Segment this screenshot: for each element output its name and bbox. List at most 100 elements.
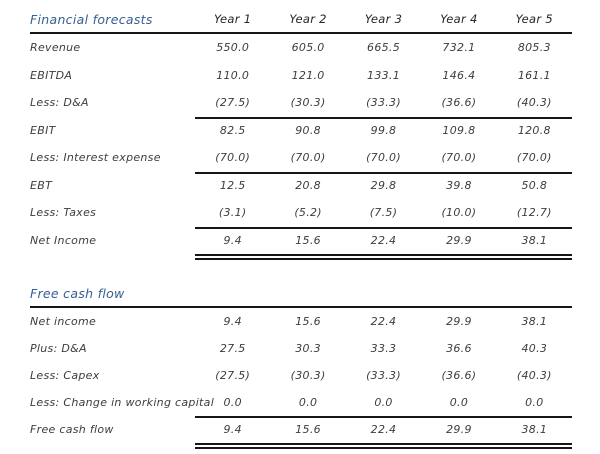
table-row-less-da: Less: D&A (27.5) (30.3) (33.3) (36.6) (4… bbox=[30, 89, 572, 119]
row-label: Less: Change in working capital bbox=[30, 396, 215, 409]
cell-value: 38.1 bbox=[521, 315, 548, 328]
cell-value: (33.3) bbox=[366, 96, 401, 110]
cell-value: (27.5) bbox=[215, 96, 251, 110]
cell-value: 29.9 bbox=[446, 233, 472, 247]
cell-value: (12.7) bbox=[516, 206, 552, 220]
row-values: 110.0 121.0 133.1 146.4 161.1 bbox=[195, 62, 572, 90]
cell-value: (10.0) bbox=[441, 206, 477, 220]
cell-value: 665.5 bbox=[367, 41, 401, 55]
cell-value: 29.9 bbox=[446, 423, 472, 436]
cell-value: (70.0) bbox=[441, 151, 477, 165]
row-values: 550.0 605.0 665.5 732.1 805.3 bbox=[195, 34, 572, 62]
table-row-less-interest: Less: Interest expense (70.0) (70.0) (70… bbox=[30, 144, 572, 174]
row-label: Less: Capex bbox=[30, 369, 100, 382]
column-header-year2: Year 2 bbox=[289, 12, 327, 26]
row-label: Less: Taxes bbox=[30, 206, 97, 220]
fcf-section-title: Free cash flow bbox=[30, 285, 125, 301]
cell-value: (70.0) bbox=[290, 151, 326, 165]
column-header-year5: Year 5 bbox=[515, 12, 554, 26]
cell-value: 805.3 bbox=[517, 41, 551, 55]
cell-value: 0.0 bbox=[374, 396, 393, 409]
cell-value: 12.5 bbox=[219, 178, 246, 192]
cell-value: 29.9 bbox=[446, 315, 472, 328]
cell-value: (70.0) bbox=[516, 151, 552, 165]
cell-value: 0.0 bbox=[449, 396, 469, 409]
fcf-header-row: Free cash flow bbox=[30, 280, 572, 308]
cell-value: 20.8 bbox=[295, 178, 321, 192]
table-row-fcf-net-income: Net income 9.4 15.6 22.4 29.9 38.1 bbox=[30, 308, 572, 335]
cell-value: (40.3) bbox=[516, 96, 552, 110]
forecasts-header-row: Financial forecasts Year 1 Year 2 Year 3… bbox=[30, 6, 572, 34]
cell-value: 15.6 bbox=[295, 423, 321, 436]
cell-value: 109.8 bbox=[442, 123, 476, 137]
cell-value: (40.3) bbox=[516, 369, 552, 382]
row-values: (3.1) (5.2) (7.5) (10.0) (12.7) bbox=[195, 199, 572, 229]
fcf-table: Free cash flow Net income 9.4 15.6 22.4 … bbox=[30, 280, 572, 449]
cell-value: 0.0 bbox=[298, 396, 318, 409]
cell-value: (70.0) bbox=[366, 151, 401, 165]
cell-value: (36.6) bbox=[441, 369, 477, 382]
row-values: (27.5) (30.3) (33.3) (36.6) (40.3) bbox=[195, 89, 572, 119]
cell-value: 120.8 bbox=[517, 123, 551, 137]
cell-value: 110.0 bbox=[216, 68, 250, 82]
cell-value: 15.6 bbox=[295, 233, 321, 247]
cell-value: 22.4 bbox=[370, 233, 397, 247]
row-label: Revenue bbox=[30, 41, 81, 55]
table-row-ebitda: EBITDA 110.0 121.0 133.1 146.4 161.1 bbox=[30, 62, 572, 90]
row-label: Net income bbox=[30, 315, 97, 328]
cell-value: (30.3) bbox=[290, 96, 326, 110]
cell-value: 40.3 bbox=[521, 342, 548, 355]
row-label: Net Income bbox=[30, 233, 97, 247]
cell-value: 0.0 bbox=[525, 396, 544, 409]
cell-value: 605.0 bbox=[291, 41, 325, 55]
table-row-less-capex: Less: Capex (27.5) (30.3) (33.3) (36.6) … bbox=[30, 362, 572, 389]
row-values: 9.4 15.6 22.4 29.9 38.1 bbox=[195, 308, 572, 335]
column-header-year3: Year 3 bbox=[364, 12, 403, 26]
row-values: (27.5) (30.3) (33.3) (36.6) (40.3) bbox=[195, 362, 572, 389]
cell-value: 9.4 bbox=[223, 315, 242, 328]
cell-value: (70.0) bbox=[215, 151, 251, 165]
cell-value: 121.0 bbox=[291, 68, 325, 82]
column-header-year4: Year 4 bbox=[440, 12, 478, 26]
cell-value: 33.3 bbox=[370, 342, 397, 355]
forecasts-section-title: Financial forecasts bbox=[30, 11, 153, 27]
cell-value: 36.6 bbox=[446, 342, 472, 355]
cell-value: (33.3) bbox=[366, 369, 401, 382]
table-row-ebit: EBIT 82.5 90.8 99.8 109.8 120.8 bbox=[30, 117, 572, 145]
row-label: Less: Interest expense bbox=[30, 151, 161, 165]
cell-value: (36.6) bbox=[441, 96, 477, 110]
cell-value: 30.3 bbox=[295, 342, 321, 355]
cell-value: 732.1 bbox=[442, 41, 476, 55]
cell-value: 22.4 bbox=[370, 315, 397, 328]
cell-value: (27.5) bbox=[215, 369, 251, 382]
column-header-year1: Year 1 bbox=[214, 12, 252, 26]
forecasts-table: Financial forecasts Year 1 Year 2 Year 3… bbox=[30, 6, 572, 260]
table-row-revenue: Revenue 550.0 605.0 665.5 732.1 805.3 bbox=[30, 34, 572, 62]
cell-value: (7.5) bbox=[369, 206, 398, 220]
cell-value: 82.5 bbox=[219, 123, 246, 137]
cell-value: 99.8 bbox=[370, 123, 397, 137]
cell-value: 29.8 bbox=[370, 178, 397, 192]
cell-value: (30.3) bbox=[290, 369, 326, 382]
row-label: Plus: D&A bbox=[30, 342, 87, 355]
cell-value: 550.0 bbox=[216, 41, 250, 55]
cell-value: 27.5 bbox=[219, 342, 246, 355]
table-row-free-cash-flow: Free cash flow 9.4 15.6 22.4 29.9 38.1 bbox=[30, 416, 572, 449]
cell-value: 161.1 bbox=[517, 68, 551, 82]
cell-value: (3.1) bbox=[218, 206, 247, 220]
table-row-plus-da: Plus: D&A 27.5 30.3 33.3 36.6 40.3 bbox=[30, 335, 572, 362]
cell-value: 50.8 bbox=[521, 178, 548, 192]
row-label: EBT bbox=[30, 178, 53, 192]
row-label: Free cash flow bbox=[30, 423, 114, 436]
cell-value: 90.8 bbox=[295, 123, 321, 137]
row-values: 12.5 20.8 29.8 39.8 50.8 bbox=[195, 172, 572, 200]
row-values: 27.5 30.3 33.3 36.6 40.3 bbox=[195, 335, 572, 362]
table-row-net-income: Net Income 9.4 15.6 22.4 29.9 38.1 bbox=[30, 227, 572, 260]
row-values: 9.4 15.6 22.4 29.9 38.1 bbox=[195, 416, 572, 449]
table-row-ebt: EBT 12.5 20.8 29.8 39.8 50.8 bbox=[30, 172, 572, 200]
row-values: 0.0 0.0 0.0 0.0 0.0 bbox=[195, 389, 572, 418]
row-label: EBIT bbox=[30, 123, 56, 137]
cell-value: 146.4 bbox=[442, 68, 476, 82]
row-values: (70.0) (70.0) (70.0) (70.0) (70.0) bbox=[195, 144, 572, 174]
